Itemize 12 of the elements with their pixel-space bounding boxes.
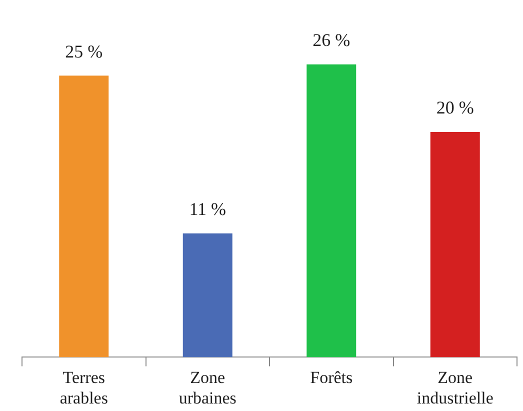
data-label: 20 % <box>436 98 474 118</box>
data-label: 25 % <box>65 41 103 62</box>
bar <box>182 233 232 358</box>
bar <box>306 64 356 358</box>
data-label: 11 % <box>189 199 226 220</box>
x-tick-label: Zone industrielle <box>416 368 494 408</box>
x-tick-label: Forêts <box>310 368 353 387</box>
bar <box>59 76 109 358</box>
data-label: 26 % <box>312 30 350 50</box>
x-tick-label: Zone urbaines <box>178 368 236 408</box>
x-tick-label: Terres arables <box>60 368 108 408</box>
bar <box>430 132 480 358</box>
